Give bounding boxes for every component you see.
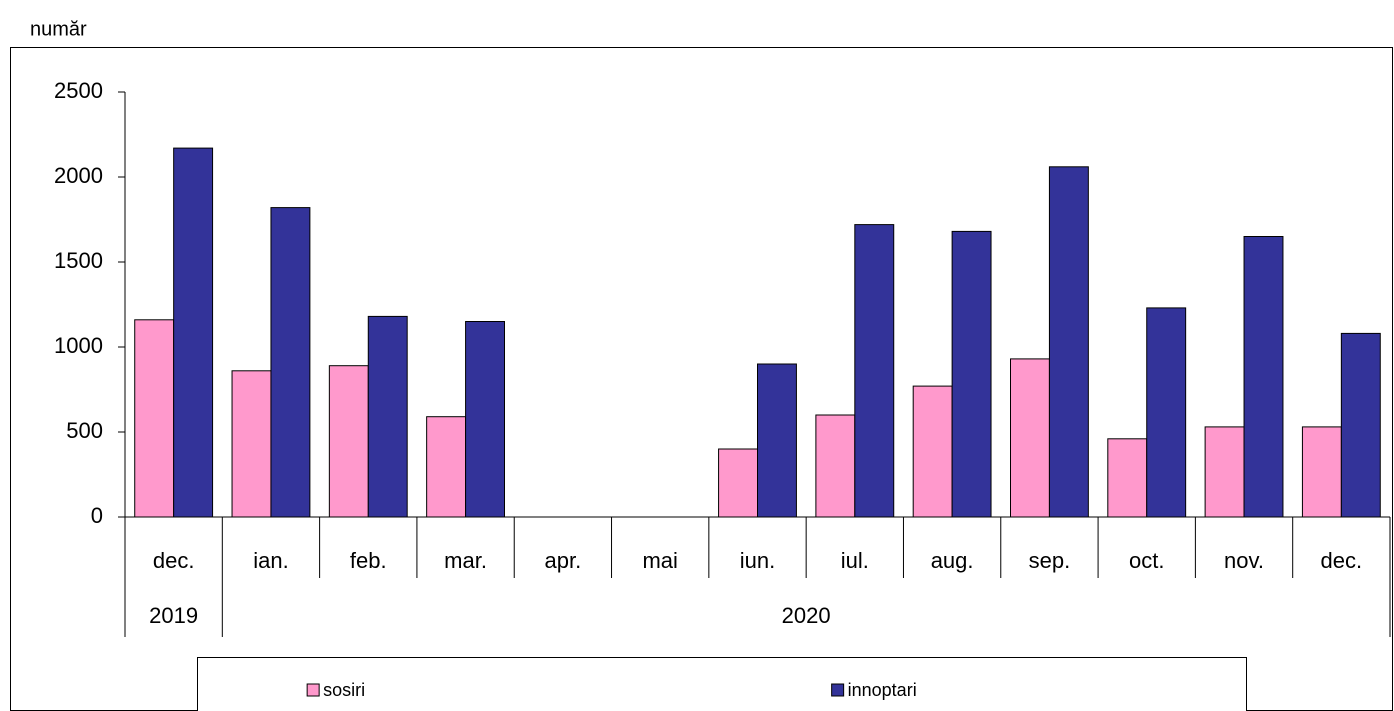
bar	[367, 315, 408, 518]
bar	[134, 319, 175, 518]
legend-box	[197, 657, 1247, 711]
x-tick-label: dec.	[1321, 548, 1363, 573]
x-tick-label: mar.	[444, 548, 487, 573]
x-tick-label: feb.	[350, 548, 387, 573]
x-tick-label: oct.	[1129, 548, 1164, 573]
x-tick-label: iun.	[740, 548, 775, 573]
bar	[854, 224, 895, 518]
legend-swatch	[831, 683, 845, 697]
bar	[912, 385, 953, 518]
x-tick-label: mai	[642, 548, 677, 573]
bar	[1146, 307, 1187, 518]
y-tick-label: 1000	[54, 333, 103, 358]
x-tick-label: sep.	[1029, 548, 1071, 573]
bar	[1301, 426, 1342, 518]
x-group-label: 2020	[782, 603, 831, 628]
legend-swatch	[306, 683, 320, 697]
bar	[173, 147, 214, 518]
bar	[328, 365, 369, 518]
bar	[426, 416, 467, 518]
x-tick-label: aug.	[931, 548, 974, 573]
y-tick-label: 2000	[54, 163, 103, 188]
y-unit-label: număr	[30, 18, 87, 40]
bar	[465, 321, 506, 518]
bar	[1204, 426, 1245, 518]
x-tick-label: dec.	[153, 548, 195, 573]
bar	[1243, 236, 1284, 518]
y-tick-label: 500	[66, 418, 103, 443]
bar	[1107, 438, 1148, 518]
bar	[718, 448, 758, 518]
bar	[757, 363, 797, 518]
legend-label: sosiri	[323, 680, 365, 700]
x-tick-label: nov.	[1224, 548, 1264, 573]
x-group-label: 2019	[149, 603, 198, 628]
bar	[815, 414, 856, 518]
bar	[951, 230, 992, 518]
bar	[1010, 358, 1050, 518]
bar	[1340, 332, 1381, 518]
y-tick-label: 2500	[54, 78, 103, 103]
bar	[270, 207, 311, 518]
bar	[231, 370, 272, 518]
y-tick-label: 1500	[54, 248, 103, 273]
x-tick-label: iul.	[841, 548, 869, 573]
x-tick-label: ian.	[253, 548, 288, 573]
bar	[1048, 166, 1089, 518]
legend-label: innoptari	[848, 680, 917, 700]
x-tick-label: apr.	[545, 548, 582, 573]
y-tick-label: 0	[91, 503, 103, 528]
